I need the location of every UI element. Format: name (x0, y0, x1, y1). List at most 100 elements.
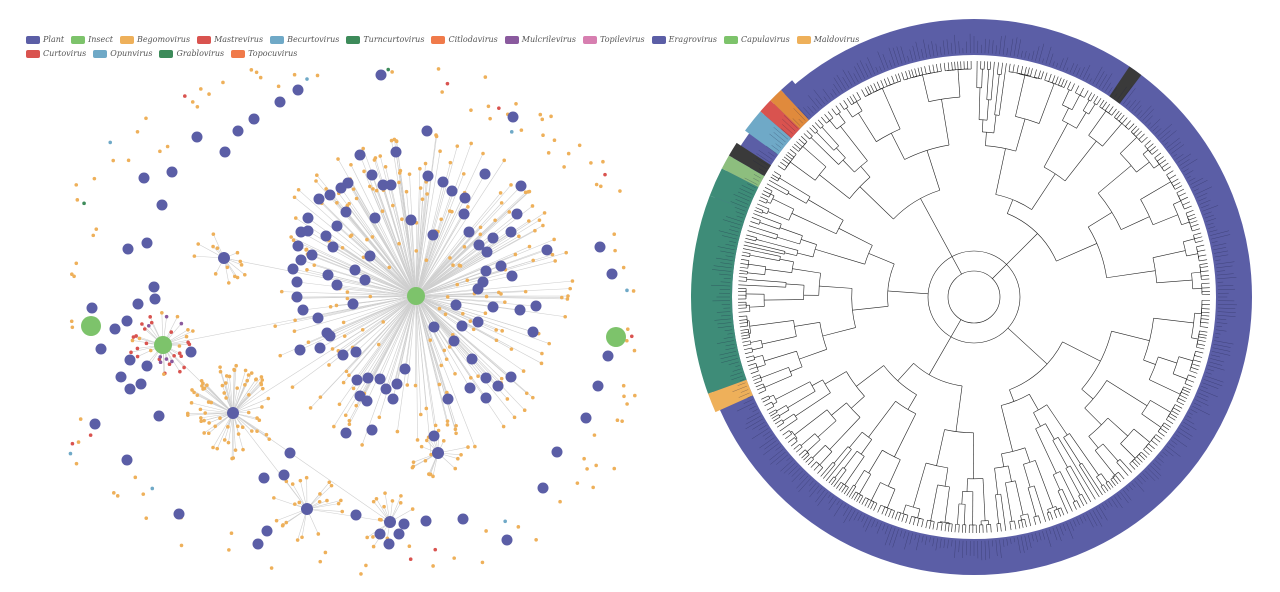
tip-branch (1178, 397, 1186, 403)
internal-branch (1020, 515, 1022, 521)
tip-branch (1118, 114, 1125, 122)
legend-item[interactable]: Mulcrilevirus (504, 33, 576, 46)
virus-node (324, 187, 328, 191)
virus-node (199, 416, 203, 420)
virus-node (78, 417, 83, 421)
virus-node (494, 338, 499, 343)
tip-mark (808, 483, 817, 492)
legend-item[interactable]: Plant (26, 33, 64, 46)
virus-node (115, 494, 120, 498)
virus-node (466, 205, 470, 209)
tip-branch (768, 409, 777, 415)
internal-branch (769, 394, 774, 398)
legend-item[interactable]: Begomovirus (119, 33, 190, 46)
edge (162, 295, 417, 346)
tip-mark (1137, 478, 1143, 485)
node-arc (1179, 391, 1182, 396)
tip-mark (958, 540, 960, 553)
tip-mark (1207, 368, 1215, 372)
plant-node (284, 447, 296, 459)
tip-branch (924, 66, 927, 75)
tip-mark (759, 437, 775, 449)
tip-mark (791, 470, 803, 483)
legend-item[interactable]: Topocuvirus (231, 47, 297, 60)
tip-mark (1125, 100, 1131, 107)
tip-branch (1079, 87, 1084, 96)
edge (415, 234, 434, 297)
edge (415, 295, 497, 341)
legend-item[interactable]: Eragrovirus (651, 33, 717, 46)
tip-branch (1168, 415, 1176, 421)
legend-item[interactable]: Topilevirus (583, 33, 645, 46)
tip-branch (940, 522, 943, 531)
tip-branch (748, 225, 757, 229)
tip-branch (1188, 374, 1196, 378)
tip-branch (741, 255, 750, 258)
legend-item[interactable]: Opunvirus (93, 47, 152, 60)
tip-branch (1129, 463, 1136, 470)
tip-branch (1181, 391, 1189, 396)
plant-node (442, 393, 454, 405)
virus-node (453, 466, 458, 471)
tip-mark (1024, 50, 1027, 59)
tip-mark (799, 473, 806, 480)
virus-node (144, 341, 149, 346)
tip-mark (1196, 192, 1208, 198)
tip-mark (722, 235, 738, 240)
tip-branch (870, 84, 875, 93)
legend-item[interactable]: Turncurtovirus (346, 33, 424, 46)
edge (294, 197, 417, 297)
internal-branch (1000, 494, 1006, 523)
virus-node (339, 498, 343, 503)
tip-branch (757, 203, 765, 208)
internal-branch (1062, 89, 1070, 106)
legend-item[interactable]: Grablovirus (159, 47, 224, 60)
node-arc (1138, 451, 1142, 455)
tip-branch (794, 143, 801, 150)
internal-branch (749, 320, 794, 327)
legend-item[interactable]: Maldovirus (796, 33, 859, 46)
virus-node (410, 507, 415, 511)
tip-mark (1131, 483, 1136, 488)
tip-branch (856, 494, 861, 502)
tip-mark (720, 262, 733, 265)
tip-mark (1177, 153, 1192, 163)
internal-branch (792, 268, 821, 274)
tip-mark (1002, 35, 1006, 55)
tip-mark (808, 95, 820, 109)
legend-item[interactable]: Citlodavirus (431, 33, 498, 46)
tip-branch (1140, 451, 1148, 458)
node-arc (852, 110, 863, 118)
virus-node (134, 334, 138, 338)
tip-mark (1185, 170, 1194, 176)
tip-mark (1210, 234, 1231, 240)
legend-item[interactable]: Capulavirus (724, 33, 790, 46)
tip-mark (1164, 448, 1174, 457)
legend-item[interactable]: Becurtovirus (270, 33, 339, 46)
virus-node (455, 144, 460, 148)
legend-item[interactable]: Curtovirus (26, 47, 86, 60)
tip-mark (828, 496, 834, 504)
virus-node (542, 211, 547, 215)
node-arc (798, 149, 801, 152)
tip-mark (984, 38, 986, 54)
plant-node (551, 446, 563, 458)
node-arc (804, 449, 809, 454)
tip-mark (909, 533, 913, 545)
virus-node (445, 81, 450, 86)
virus-node (399, 494, 403, 498)
internal-branch (1008, 465, 1012, 482)
internal-branch (795, 392, 831, 417)
plant-node (437, 176, 449, 188)
plant-node (380, 383, 392, 395)
virus-node (306, 340, 311, 345)
tip-mark (843, 506, 850, 517)
tip-mark (756, 157, 769, 166)
legend-item[interactable]: Mastrevirus (197, 33, 263, 46)
legend-item[interactable]: Insect (71, 33, 113, 46)
tip-branch (1190, 224, 1199, 228)
node-arc (1052, 82, 1056, 85)
tip-mark (753, 174, 761, 179)
virus-node (478, 225, 483, 230)
tip-mark (1202, 382, 1219, 389)
